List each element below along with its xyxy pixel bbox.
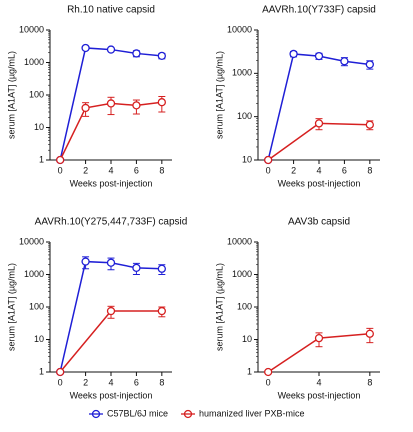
marker xyxy=(56,367,65,377)
marker xyxy=(314,51,324,61)
marker xyxy=(314,119,324,128)
y-tick-label: 10000 xyxy=(19,24,44,34)
marker xyxy=(264,367,273,377)
x-tick-label: 4 xyxy=(316,377,321,387)
marker xyxy=(132,49,141,58)
x-tick-label: 0 xyxy=(58,165,63,175)
y-tick-label: 1 xyxy=(247,366,252,376)
marker xyxy=(365,120,374,129)
y-tick-label: 1000 xyxy=(24,57,44,67)
marker xyxy=(106,306,116,316)
y-tick-label: 10 xyxy=(34,334,44,344)
y-axis-label: serum [A1AT] (µg/mL) xyxy=(214,51,224,139)
y-tick-label: 1000 xyxy=(232,269,252,279)
marker xyxy=(157,264,166,273)
y-axis-label: serum [A1AT] (µg/mL) xyxy=(6,51,16,139)
y-tick-label: 100 xyxy=(29,301,44,311)
y-tick-label: 1 xyxy=(39,154,44,164)
x-tick-label: 2 xyxy=(83,165,88,175)
x-tick-label: 0 xyxy=(266,377,271,387)
y-tick-label: 10 xyxy=(34,122,44,132)
x-tick-label: 0 xyxy=(266,165,271,175)
x-tick-label: 8 xyxy=(367,165,372,175)
x-tick-label: 6 xyxy=(342,165,347,175)
x-tick-label: 6 xyxy=(134,377,139,387)
y-tick-label: 10000 xyxy=(19,236,44,246)
y-axis-label: serum [A1AT] (µg/mL) xyxy=(214,263,224,351)
marker xyxy=(365,60,374,69)
x-axis-label: Weeks post-injection xyxy=(278,390,361,400)
y-axis-label: serum [A1AT] (µg/mL) xyxy=(6,263,16,351)
marker xyxy=(81,103,90,113)
chart-title: Rh.10 native capsid xyxy=(67,5,155,16)
x-tick-label: 4 xyxy=(108,165,113,175)
marker xyxy=(157,98,166,107)
marker xyxy=(289,49,298,59)
marker xyxy=(81,257,90,266)
x-tick-label: 4 xyxy=(316,165,321,175)
marker xyxy=(106,99,116,108)
legend-label: humanized liver PXB-mice xyxy=(199,408,305,418)
marker xyxy=(81,43,90,53)
y-tick-label: 100 xyxy=(29,89,44,99)
x-tick-label: 4 xyxy=(108,377,113,387)
y-tick-label: 10000 xyxy=(227,24,252,34)
marker xyxy=(106,258,116,267)
marker xyxy=(106,45,116,54)
x-axis-label: Weeks post-injection xyxy=(278,178,361,188)
y-tick-label: 1000 xyxy=(24,269,44,279)
x-tick-label: 6 xyxy=(134,165,139,175)
y-tick-label: 10000 xyxy=(227,236,252,246)
marker xyxy=(365,329,374,338)
y-tick-label: 10 xyxy=(242,334,252,344)
marker xyxy=(340,57,349,66)
marker xyxy=(314,334,324,343)
y-tick-label: 100 xyxy=(237,111,252,121)
legend-label: C57BL/6J mice xyxy=(107,408,168,418)
x-axis-label: Weeks post-injection xyxy=(70,390,153,400)
series-line xyxy=(59,310,162,373)
x-axis-label: Weeks post-injection xyxy=(70,178,153,188)
marker xyxy=(157,51,166,61)
y-tick-label: 1000 xyxy=(232,68,252,78)
marker xyxy=(56,155,65,165)
y-tick-label: 100 xyxy=(237,301,252,311)
chart-title: AAVRh.10(Y733F) capsid xyxy=(262,5,376,16)
marker xyxy=(264,155,273,165)
x-tick-label: 2 xyxy=(291,165,296,175)
x-tick-label: 2 xyxy=(83,377,88,387)
chart-title: AAV3b capsid xyxy=(288,217,350,228)
x-tick-label: 8 xyxy=(159,165,164,175)
marker xyxy=(157,306,166,316)
y-tick-label: 1 xyxy=(39,366,44,376)
chart-title: AAVRh.10(Y275,447,733F) capsid xyxy=(35,217,188,228)
marker xyxy=(132,101,141,110)
marker xyxy=(132,263,141,273)
x-tick-label: 8 xyxy=(367,377,372,387)
x-tick-label: 8 xyxy=(159,377,164,387)
series-line xyxy=(267,53,370,161)
y-tick-label: 10 xyxy=(242,154,252,164)
x-tick-label: 0 xyxy=(58,377,63,387)
